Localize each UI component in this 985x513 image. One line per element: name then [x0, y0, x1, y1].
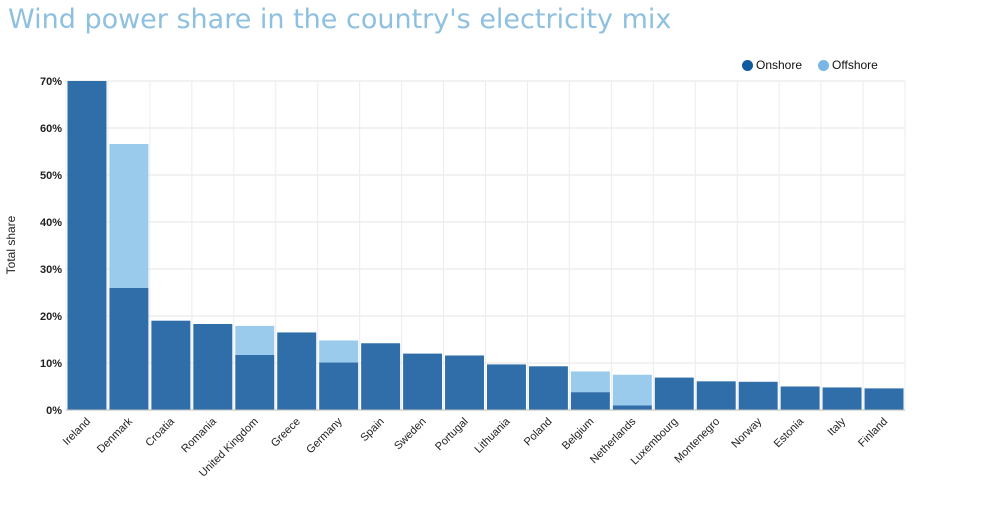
bar-onshore — [487, 364, 526, 410]
x-tick-label: Croatia — [143, 415, 177, 449]
bar-onshore — [109, 287, 149, 410]
bars — [67, 81, 904, 410]
x-tick-label: Belgium — [560, 416, 597, 453]
bar-onshore — [445, 355, 484, 410]
y-tick-label: 30% — [40, 264, 62, 276]
bar-onshore — [822, 387, 862, 410]
bar-onshore — [570, 392, 610, 410]
bar-onshore — [696, 381, 736, 410]
bar-onshore — [738, 381, 778, 410]
bar-onshore — [319, 362, 359, 410]
bar-onshore — [780, 386, 820, 410]
x-tick-label: Ireland — [61, 416, 93, 448]
x-tick-label: Sweden — [392, 416, 429, 453]
x-tick-label: Lithuania — [473, 415, 514, 456]
bar-onshore — [193, 323, 233, 410]
bar-offshore — [319, 340, 359, 363]
legend-label-onshore: Onshore — [756, 58, 803, 72]
x-tick-label: Greece — [269, 416, 303, 450]
x-tick-label: Montenegro — [672, 416, 722, 466]
x-tick-label: Denmark — [95, 415, 135, 455]
bar-offshore — [612, 374, 652, 406]
y-tick-label: 60% — [40, 123, 62, 135]
x-tick-label: Norway — [729, 415, 764, 450]
y-tick-label: 20% — [40, 311, 62, 323]
legend-dot-onshore-icon — [742, 59, 753, 71]
bar-onshore — [361, 343, 401, 410]
bar-onshore — [403, 353, 443, 410]
legend: Onshore Offshore — [742, 58, 878, 72]
bar-onshore — [277, 332, 317, 410]
bar-onshore — [864, 388, 904, 410]
x-tick-label: Finland — [856, 416, 890, 450]
chart-title: Wind power share in the country's electr… — [8, 4, 672, 35]
legend-item-offshore[interactable]: Offshore — [818, 58, 878, 72]
bar-onshore — [612, 405, 652, 410]
x-tick-label: Estonia — [772, 415, 807, 450]
y-tick-label: 50% — [40, 170, 62, 182]
y-tick-label: 0% — [46, 405, 62, 417]
x-tick-label: Poland — [522, 416, 555, 449]
x-tick-label: Italy — [825, 415, 848, 438]
legend-label-offshore: Offshore — [832, 58, 878, 72]
y-tick-label: 70% — [40, 76, 62, 88]
legend-item-onshore[interactable]: Onshore — [742, 58, 802, 72]
bar-onshore — [528, 366, 568, 410]
y-axis-ticks: 0% 10% 20% 30% 40% 50% 60% 70% — [40, 76, 62, 417]
x-tick-label: Portugal — [433, 416, 470, 453]
bar-onshore — [654, 377, 694, 410]
x-tick-label: Spain — [358, 416, 386, 444]
y-tick-label: 40% — [40, 217, 62, 229]
bar-offshore — [109, 143, 149, 288]
bar-offshore — [235, 325, 275, 356]
gridlines — [65, 80, 906, 411]
bar-onshore — [151, 320, 191, 410]
legend-dot-offshore-icon — [818, 59, 830, 71]
y-tick-label: 10% — [40, 358, 62, 370]
x-tick-label: Romania — [179, 415, 219, 455]
bar-onshore — [67, 81, 107, 410]
bar-onshore — [235, 355, 275, 410]
x-tick-label: Germany — [304, 415, 345, 456]
y-axis-label: Total share — [4, 215, 18, 274]
bar-offshore — [570, 371, 610, 393]
